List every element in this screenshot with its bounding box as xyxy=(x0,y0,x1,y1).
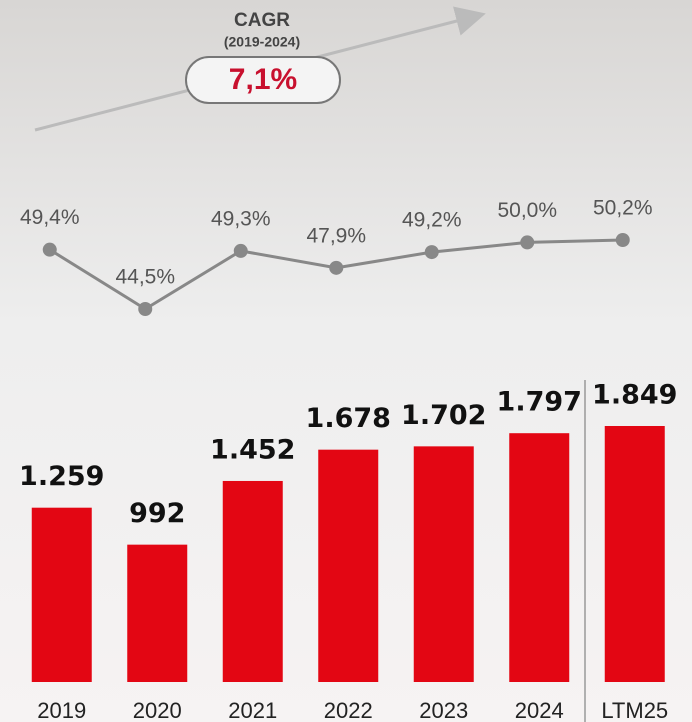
line-label: 49,4% xyxy=(20,206,80,229)
bar xyxy=(127,545,187,682)
line-label: 47,9% xyxy=(306,224,366,247)
bar xyxy=(414,446,474,682)
line-point xyxy=(616,233,630,247)
line-point xyxy=(425,245,439,259)
value-label: 1.259 xyxy=(19,461,104,492)
value-label: 1.702 xyxy=(401,400,486,431)
value-label: 1.678 xyxy=(306,403,391,434)
x-tick-label: 2021 xyxy=(228,698,277,722)
x-tick-label: 2024 xyxy=(515,698,564,722)
value-label: 992 xyxy=(129,498,185,529)
line-label: 50,2% xyxy=(593,197,653,220)
bar xyxy=(32,508,92,682)
value-label: 1.849 xyxy=(592,380,677,411)
x-tick-label: 2020 xyxy=(133,698,182,722)
line-point xyxy=(43,243,57,257)
cagr-label: CAGR xyxy=(234,10,290,31)
x-tick-label: 2022 xyxy=(324,698,373,722)
bar xyxy=(318,450,378,682)
bar xyxy=(509,433,569,682)
line-label: 49,3% xyxy=(211,207,271,230)
x-tick-label: 2019 xyxy=(37,698,86,722)
x-tick-label: 2023 xyxy=(419,698,468,722)
line-label: 44,5% xyxy=(115,266,175,289)
line-label: 49,2% xyxy=(402,209,462,232)
line-point xyxy=(329,261,343,275)
line-point xyxy=(138,302,152,316)
line-point xyxy=(520,235,534,249)
x-tick-label: LTM25 xyxy=(601,698,668,722)
cagr-period: (2019-2024) xyxy=(224,34,300,50)
bar xyxy=(223,481,283,682)
cagr-value: 7,1% xyxy=(229,63,297,96)
value-label: 1.797 xyxy=(497,387,582,418)
line-label: 50,0% xyxy=(497,199,557,222)
chart: CAGR (2019-2024) 7,1% 2019 2020 2021 2022 20… xyxy=(0,0,692,722)
line-point xyxy=(234,244,248,258)
value-label: 1.452 xyxy=(210,434,295,465)
bar xyxy=(605,426,665,682)
